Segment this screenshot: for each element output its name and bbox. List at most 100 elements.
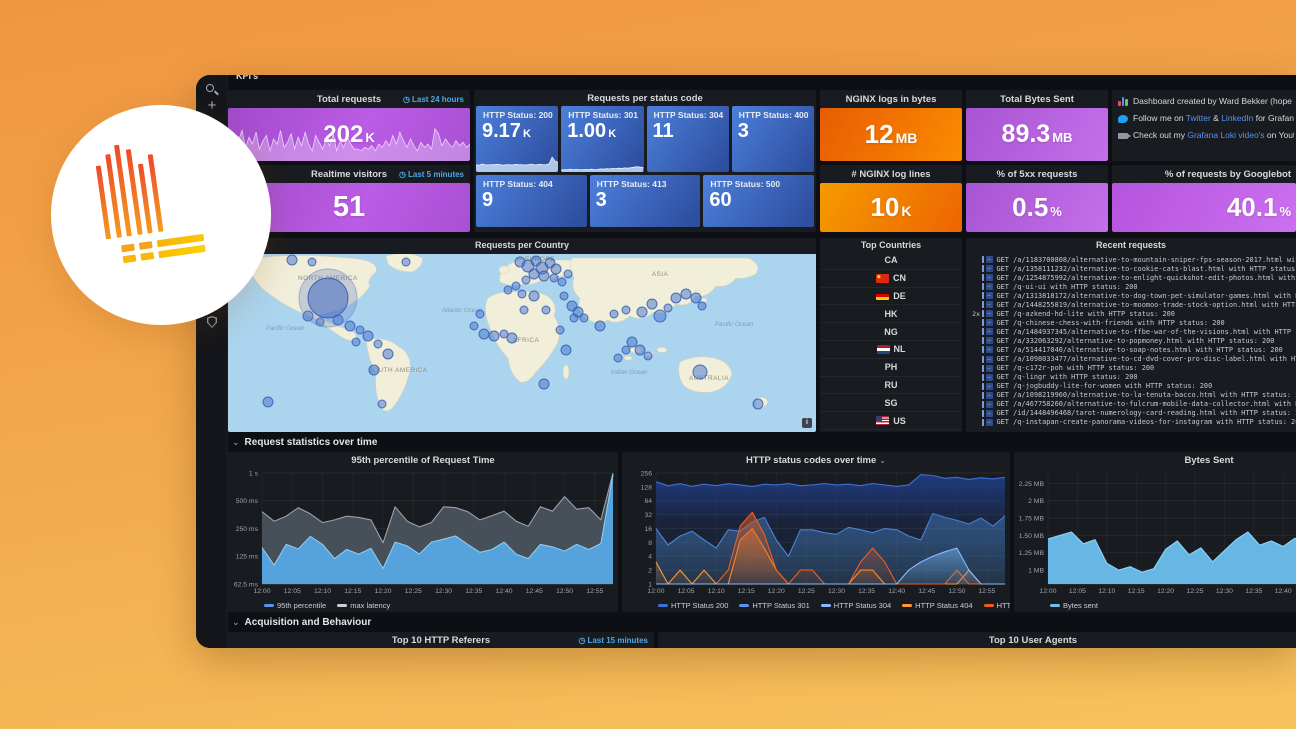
legend-swatch (820, 604, 831, 607)
log-line[interactable]: 2x → GET /q-azkend-hd-lite with HTTP statu… (970, 309, 1296, 318)
log-text: GET /a/332063292/alternative-to-popmoney… (996, 336, 1275, 345)
country-row: US (820, 412, 962, 430)
panel-title[interactable]: NGINX logs in bytes (845, 93, 937, 105)
country-row: CA (820, 252, 962, 270)
legend-item[interactable]: Bytes sent (1050, 601, 1098, 610)
world-map[interactable]: Pacific Ocean Pacific Ocean Atlantic Ocean… (228, 254, 816, 432)
panel-title[interactable]: 95th percentile of Request Time (351, 454, 495, 466)
bytes-sent-chart[interactable]: 2.25 MB 2 MB 1.75 MB 1.50 MB 1.25 MB 1 MB 12:0… (1014, 468, 1296, 596)
legend-item[interactable]: HTTP Status 301 (739, 601, 810, 610)
chevron-down-icon: ⌄ (232, 437, 240, 447)
log-line[interactable]: → GET /a/467758260/alternative-to-fulcrum… (970, 400, 1296, 409)
log-line[interactable]: → GET /q-lingr with HTTP status: 200 (970, 373, 1296, 382)
country-row: NG (820, 323, 962, 341)
info-link[interactable]: Twitter (1185, 113, 1211, 123)
panel-top-user-agents: Top 10 User Agents (658, 632, 1296, 648)
svg-text:12:35: 12:35 (858, 588, 875, 595)
log-line[interactable]: → GET /a/1254875992/alternative-to-enligh… (970, 273, 1296, 282)
loki-logo-badge (51, 105, 271, 325)
log-line[interactable]: → GET /a/1183700808/alternative-to-mounta… (970, 255, 1296, 264)
legend-item[interactable]: HTTP Status 404 (902, 601, 973, 610)
panel-title[interactable]: Bytes Sent (1184, 454, 1234, 466)
log-line[interactable]: → GET /q-ui-ui with HTTP status: 200 (970, 282, 1296, 291)
panel-title[interactable]: # NGINX log lines (851, 168, 931, 180)
legend-item[interactable]: 95th percentile (264, 601, 326, 610)
log-line[interactable]: → GET /a/514417040/alternative-to-soap-no… (970, 345, 1296, 354)
info-link[interactable]: LinkedIn (1221, 113, 1254, 123)
log-text: GET /a/1183700808/alternative-to-mountai… (996, 255, 1296, 264)
tile-value: 3 (595, 189, 607, 211)
grafana-dashboard-window: + KPI's Total requests ◷ Last 24 hours 20… (196, 75, 1296, 648)
clock-icon: ◷ (578, 635, 586, 645)
section-acquisition[interactable]: ⌄ Acquisition and Behaviour (232, 617, 372, 628)
svg-text:1.25 MB: 1.25 MB (1019, 550, 1045, 557)
svg-text:SOUTH AMERICA: SOUTH AMERICA (368, 367, 428, 374)
svg-text:12:05: 12:05 (678, 588, 695, 595)
stat-body: 40.1% (1112, 183, 1296, 232)
info-link[interactable]: Grafana Loki video's (1187, 130, 1265, 140)
log-level-bar (982, 337, 984, 345)
svg-text:1.75 MB: 1.75 MB (1019, 516, 1045, 523)
legend-item[interactable]: HTTP Status 200 (658, 601, 728, 610)
log-line[interactable]: → GET /a/1098219960/alternative-to-la-ten… (970, 391, 1296, 400)
flag-icon-cn (876, 273, 889, 283)
section-request-statistics[interactable]: ⌄ Request statistics over time (232, 437, 378, 448)
panel-title[interactable]: % of 5xx requests (996, 168, 1078, 180)
log-line[interactable]: → GET /id/1448496468/tarot-numerology-car… (970, 409, 1296, 418)
log-line[interactable]: → GET /q-jogbuddy-lite-for-women with HTT… (970, 382, 1296, 391)
country-row: DE (820, 288, 962, 306)
log-text: GET /q-azkend-hd-lite with HTTP status: … (996, 309, 1175, 318)
map-attribution-icon[interactable]: i (802, 418, 812, 428)
svg-text:12:15: 12:15 (1128, 588, 1145, 595)
add-panel-icon[interactable]: + (207, 97, 217, 114)
svg-text:1 s: 1 s (249, 470, 259, 477)
log-line[interactable]: → GET /q-c172r-poh with HTTP status: 200 (970, 364, 1296, 373)
row-label-kpis[interactable]: KPI's (236, 75, 259, 81)
svg-text:Indian Ocean: Indian Ocean (611, 369, 648, 376)
log-line[interactable]: → GET /a/1448255819/alternative-to-moomoo… (970, 300, 1296, 309)
log-line[interactable]: → GET /q-instapan-create-panorama-videos-… (970, 418, 1296, 427)
status-tile: HTTP Status: 301 1.00 K (561, 106, 644, 172)
status-tile: HTTP Status: 413 3 (589, 175, 701, 227)
log-line[interactable]: → GET /a/1484937345/alternative-to-ffbe-w… (970, 327, 1296, 336)
panel-title[interactable]: Realtime visitors (310, 168, 388, 180)
panel-title[interactable]: Recent requests (1095, 240, 1167, 250)
svg-text:12:35: 12:35 (465, 588, 482, 595)
panel-title[interactable]: % of requests by Googlebot (1164, 168, 1291, 180)
log-line[interactable]: → GET /a/1313818172/alternative-to-dog-to… (970, 291, 1296, 300)
log-level-bar (982, 283, 984, 291)
log-entry-icon: → (985, 301, 993, 309)
panel-title[interactable]: Requests per status code (587, 92, 703, 104)
tile-value: 9 (482, 189, 494, 211)
log-entry-icon: → (985, 355, 993, 363)
search-icon[interactable] (205, 83, 219, 97)
panel-title[interactable]: HTTP status codes over time (746, 454, 877, 466)
log-entry-icon: → (985, 400, 993, 408)
country-row: NL (820, 341, 962, 359)
panel-title[interactable]: Top Countries (860, 240, 922, 250)
panel-title[interactable]: Requests per Country (474, 240, 570, 250)
panel-title[interactable]: Total Bytes Sent (1000, 93, 1074, 105)
stat-body: 10 K (820, 183, 962, 232)
log-level-bar (982, 364, 984, 372)
status-codes-chart[interactable]: 256 128 64 32 16 8 4 2 112:00 12:05 12:10 12:15 12:2… (622, 468, 1010, 596)
panel-title[interactable]: Top 10 HTTP Referers (391, 634, 491, 646)
panel-title[interactable]: Top 10 User Agents (988, 634, 1078, 646)
log-entry-icon: → (985, 292, 993, 300)
log-multiplicity: 2x (972, 309, 980, 318)
log-line[interactable]: → GET /a/332063292/alternative-to-popmone… (970, 336, 1296, 345)
panel-title[interactable]: Total requests (316, 93, 382, 105)
log-line[interactable]: → GET /a/1098033477/alternative-to-cd-dvd… (970, 355, 1296, 364)
panel-status-chart: HTTP status codes over time ⌄ 256 128 64 32 1… (622, 452, 1010, 612)
legend-item[interactable]: HTTP Status 500 (983, 601, 1010, 610)
svg-text:12:30: 12:30 (1216, 588, 1233, 595)
log-level-bar (982, 292, 984, 300)
shield-icon[interactable] (205, 315, 219, 329)
log-line[interactable]: → GET /q-chinese-chess-with-friends with … (970, 318, 1296, 327)
log-text: GET /q-jogbuddy-lite-for-women with HTTP… (996, 382, 1213, 391)
log-line[interactable]: → GET /a/1358111232/alternative-to-cookie… (970, 264, 1296, 273)
legend-item[interactable]: HTTP Status 304 (820, 601, 891, 610)
log-text: GET /a/467758260/alternative-to-fulcrum-… (996, 400, 1296, 409)
legend-item[interactable]: max latency (337, 601, 390, 610)
